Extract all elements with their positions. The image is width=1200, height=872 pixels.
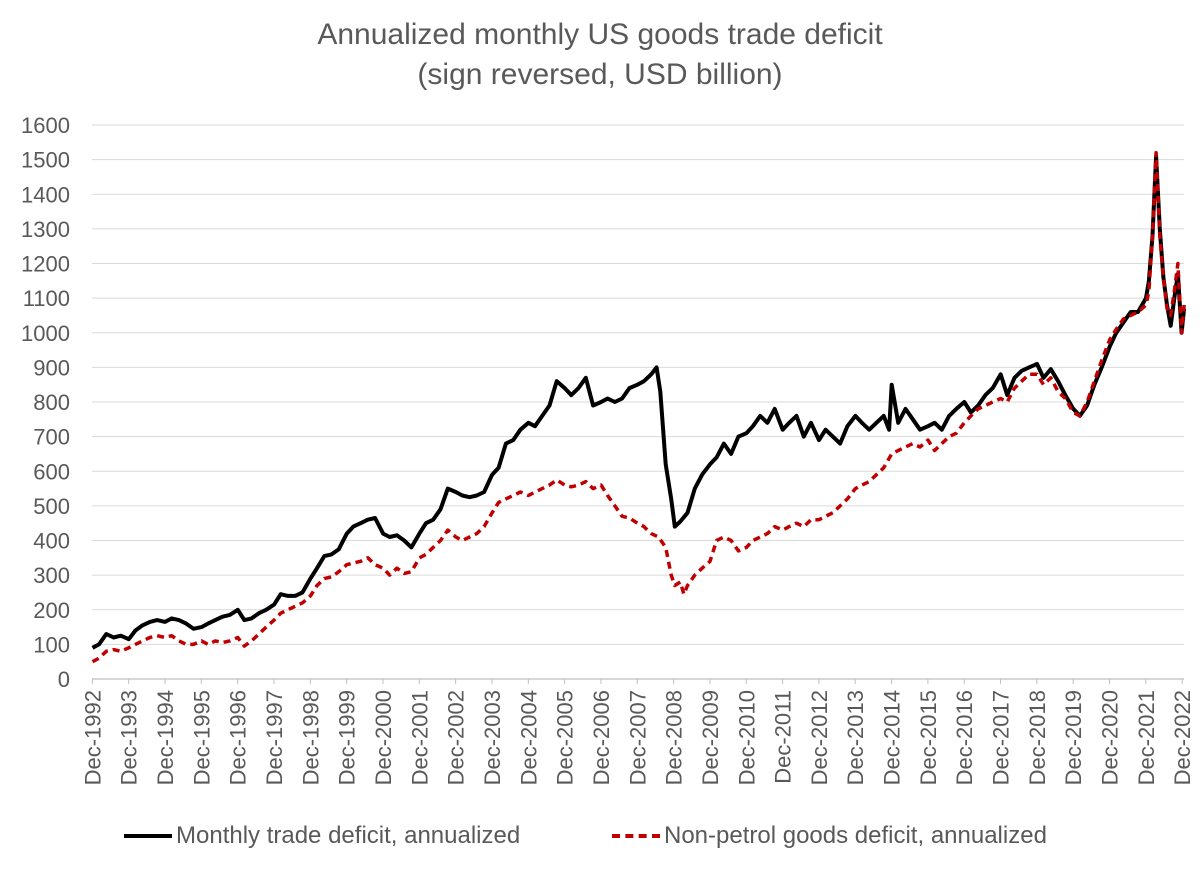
legend-swatch-solid — [124, 834, 172, 838]
legend-label: Non-petrol goods deficit, annualized — [664, 822, 1047, 849]
x-tick-label: Dec-2015 — [916, 690, 941, 785]
x-tick-label: Dec-2002 — [444, 690, 469, 785]
y-tick-label: 1600 — [21, 113, 70, 138]
series-line-monthly-deficit — [91, 154, 1187, 650]
y-tick-label: 1000 — [21, 321, 70, 346]
x-tick-label: Dec-2020 — [1098, 690, 1123, 785]
x-tick-label: Dec-2014 — [880, 690, 905, 785]
x-tick-label: Dec-2018 — [1025, 690, 1050, 785]
x-tick-label: Dec-1997 — [262, 690, 287, 785]
x-tick-label: Dec-1994 — [153, 690, 178, 785]
x-tick-label: Dec-1993 — [117, 690, 142, 785]
x-tick-label: Dec-2010 — [734, 690, 759, 785]
x-tick-label: Dec-2022 — [1170, 690, 1195, 785]
legend-item-nonpetrol: Non-petrol goods deficit, annualized — [612, 822, 1047, 850]
chart-subtitle: (sign reversed, USD billion) — [417, 58, 783, 91]
y-tick-label: 1200 — [21, 252, 70, 277]
y-tick-label: 200 — [33, 598, 70, 623]
x-tick-label: Dec-1992 — [80, 690, 105, 785]
y-tick-label: 500 — [33, 494, 70, 519]
legend: Monthly trade deficit, annualized Non-pe… — [0, 822, 1200, 858]
y-tick-label: 1300 — [21, 217, 70, 242]
x-tick-label: Dec-2011 — [771, 690, 796, 784]
y-tick-label: 400 — [33, 529, 70, 554]
y-tick-label: 300 — [33, 563, 70, 588]
x-tick-label: Dec-1998 — [298, 690, 323, 785]
legend-label: Monthly trade deficit, annualized — [176, 822, 521, 849]
x-tick-label: Dec-1999 — [335, 690, 360, 785]
y-tick-label: 1500 — [21, 148, 70, 173]
x-tick-label: Dec-1995 — [189, 690, 214, 785]
x-tick-label: Dec-2016 — [952, 690, 977, 785]
x-tick-label: Dec-2007 — [625, 690, 650, 785]
y-tick-label: 700 — [33, 425, 70, 450]
x-tick-label: Dec-2001 — [407, 690, 432, 785]
legend-swatch-dashed — [612, 834, 660, 838]
x-tick-label: Dec-2008 — [662, 690, 687, 785]
x-tick-label: Dec-2006 — [589, 690, 614, 785]
x-tick-label: Dec-2003 — [480, 690, 505, 785]
x-tick-label: Dec-1996 — [226, 690, 251, 785]
y-tick-label: 600 — [33, 459, 70, 484]
chart-title: Annualized monthly US goods trade defici… — [317, 18, 883, 51]
y-tick-label: 1100 — [23, 286, 70, 311]
x-tick-label: Dec-2021 — [1134, 690, 1159, 785]
y-tick-label: 1400 — [21, 182, 70, 207]
x-tick-label: Dec-2017 — [989, 690, 1014, 785]
y-tick-label: 800 — [33, 390, 70, 415]
x-tick-label: Dec-2000 — [371, 690, 396, 785]
legend-item-monthly: Monthly trade deficit, annualized — [124, 822, 520, 850]
x-tick-label: Dec-2009 — [698, 690, 723, 785]
x-tick-label: Dec-2004 — [516, 690, 541, 785]
y-tick-label: 100 — [33, 632, 70, 657]
x-tick-label: Dec-2005 — [553, 690, 578, 785]
series-line-nonpetrol-deficit — [91, 150, 1186, 664]
x-tick-label: Dec-2019 — [1061, 690, 1086, 785]
x-tick-label: Dec-2012 — [807, 690, 832, 785]
y-tick-label: 900 — [33, 355, 70, 380]
x-tick-label: Dec-2013 — [843, 690, 868, 785]
y-tick-label: 0 — [58, 667, 70, 692]
